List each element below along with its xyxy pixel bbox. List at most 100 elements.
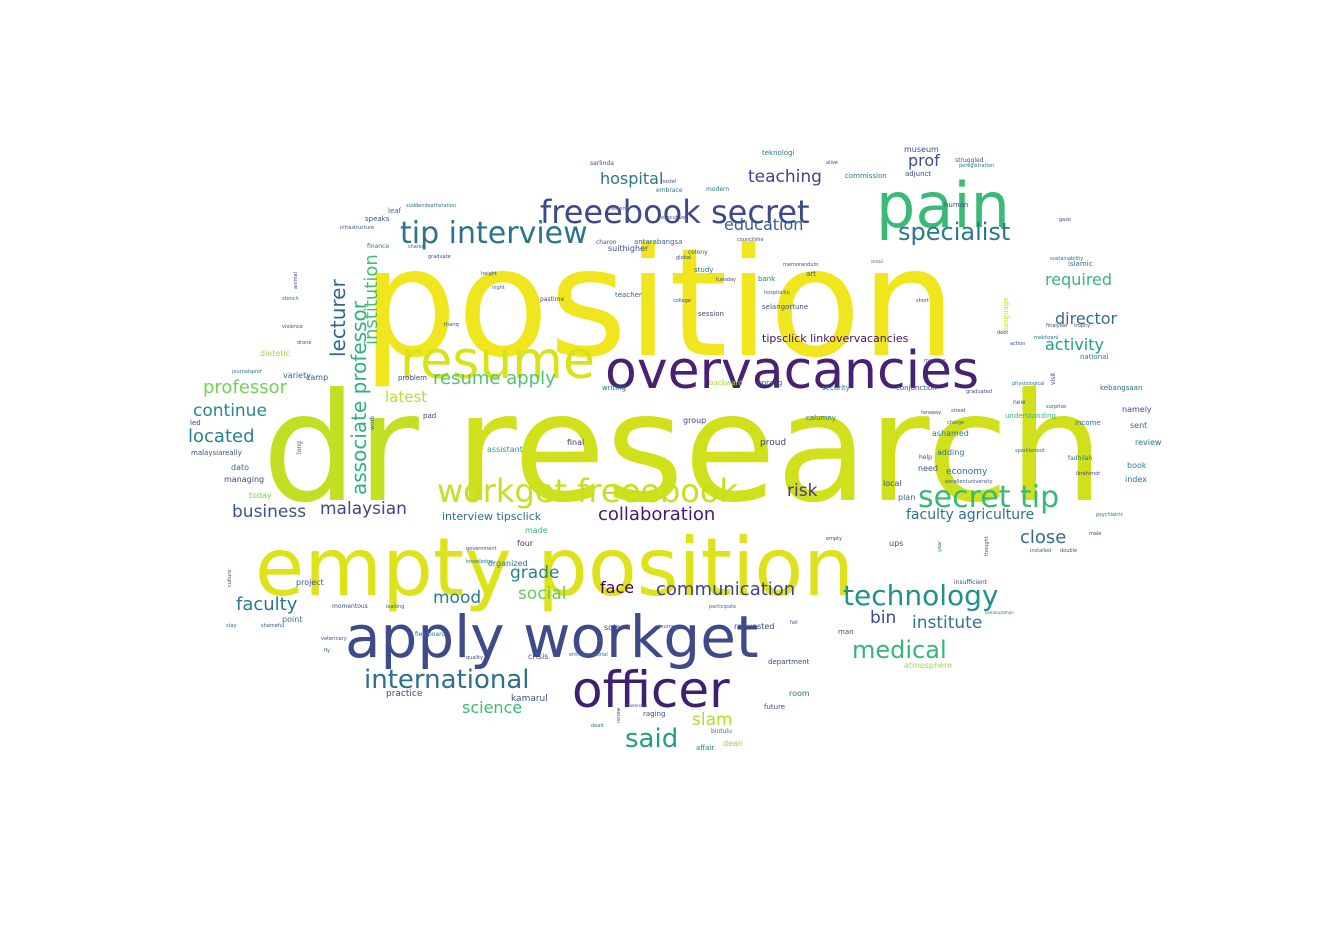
cloud-word: economy xyxy=(946,467,988,477)
cloud-word: institution xyxy=(361,254,382,345)
cloud-word: government xyxy=(466,546,497,552)
cloud-word: suddendeathstation xyxy=(406,203,456,209)
cloud-word: requested xyxy=(734,622,774,631)
cloud-word: male xyxy=(1089,531,1101,537)
cloud-word: variety xyxy=(283,371,311,380)
cloud-word: dato xyxy=(231,463,249,472)
cloud-word: graduate xyxy=(428,254,451,260)
cloud-word: continue xyxy=(193,401,267,421)
cloud-word: resume xyxy=(400,331,595,391)
cloud-word: hostel xyxy=(661,179,676,185)
cloud-word: adjunct xyxy=(905,170,931,178)
cloud-word: close xyxy=(1020,527,1066,548)
cloud-word: empty position xyxy=(255,521,854,614)
cloud-word: risk xyxy=(787,481,818,501)
cloud-word: faraway xyxy=(921,410,941,416)
cloud-word: short xyxy=(916,298,929,304)
cloud-word: shared xyxy=(408,244,425,250)
cloud-word: museum xyxy=(904,145,939,154)
cloud-word: installed xyxy=(1030,548,1051,554)
cloud-word: councilshe xyxy=(737,237,764,243)
cloud-word: year xyxy=(937,540,943,552)
cloud-word: latest xyxy=(385,388,427,406)
cloud-word: located xyxy=(188,426,255,447)
cloud-word: veterinary xyxy=(321,636,347,642)
cloud-word: embrace xyxy=(656,187,683,194)
cloud-word: leaf xyxy=(388,207,402,215)
cloud-word: machine xyxy=(924,358,946,364)
cloud-word: need xyxy=(918,464,938,473)
cloud-word: writing xyxy=(602,384,626,392)
cloud-word: double xyxy=(1060,548,1077,554)
cloud-word: international xyxy=(364,665,530,695)
cloud-word: overvacancies xyxy=(605,341,979,401)
cloud-word: commission xyxy=(845,172,887,180)
cloud-word: bin xyxy=(870,608,896,628)
cloud-word: infrastructure xyxy=(340,225,374,231)
cloud-word: security xyxy=(822,384,850,392)
cloud-word: debt xyxy=(997,330,1008,336)
cloud-word: finalyear xyxy=(1046,323,1069,329)
cloud-word: action xyxy=(1010,341,1025,347)
cloud-word: psychiatric xyxy=(1096,512,1124,518)
cloud-word: thariq xyxy=(444,322,459,328)
cloud-word: fail xyxy=(790,620,798,626)
cloud-word: director xyxy=(1055,309,1118,328)
cloud-word: room xyxy=(789,689,810,698)
cloud-word: drone xyxy=(297,340,311,346)
cloud-word: faculty xyxy=(236,594,298,615)
cloud-word: department xyxy=(768,658,810,666)
cloud-word: gaze xyxy=(1059,217,1071,223)
cloud-word: graduated xyxy=(966,389,992,395)
cloud-word: required xyxy=(1045,270,1112,289)
cloud-word: secret tip xyxy=(918,480,1059,515)
cloud-word: grade xyxy=(510,563,559,583)
cloud-word: leading xyxy=(386,604,404,610)
cloud-word: dietetic xyxy=(260,349,290,358)
cloud-word: sprang xyxy=(758,379,782,387)
cloud-word: associate professor xyxy=(347,300,371,495)
cloud-word: ashamed xyxy=(932,429,969,438)
cloud-word: practice xyxy=(386,689,423,699)
cloud-word: suithigher xyxy=(608,244,649,253)
cloud-word: workget freeebook xyxy=(437,472,738,510)
cloud-word: visit xyxy=(1050,372,1057,385)
cloud-word: kamarul xyxy=(511,694,548,704)
cloud-word: face xyxy=(600,578,634,597)
cloud-word: affair xyxy=(696,744,714,752)
cloud-word: memorandum xyxy=(783,262,819,268)
cloud-word: pain xyxy=(876,169,1010,242)
cloud-word: book xyxy=(1127,461,1147,470)
cloud-word: local xyxy=(883,479,902,488)
cloud-word: empty xyxy=(826,536,842,542)
cloud-word: national xyxy=(1080,353,1108,361)
cloud-word: apply workget xyxy=(345,603,759,671)
cloud-word: science xyxy=(462,698,522,717)
cloud-word: knowledge xyxy=(466,559,493,565)
cloud-word: education xyxy=(724,215,803,234)
cloud-word: new xyxy=(1013,399,1025,406)
cloud-word: plan xyxy=(898,493,915,502)
cloud-word: institute xyxy=(912,613,982,633)
cloud-word: group xyxy=(683,416,706,425)
cloud-word: communication xyxy=(656,579,795,600)
cloud-word: man xyxy=(838,628,854,636)
cloud-word: camp xyxy=(306,373,328,382)
cloud-word: dead xyxy=(591,723,604,729)
cloud-word: pastime xyxy=(540,296,564,303)
cloud-word: long xyxy=(296,441,303,454)
cloud-word: professor xyxy=(203,377,288,398)
cloud-word: today xyxy=(249,491,272,500)
cloud-word: islamic xyxy=(1068,260,1093,268)
cloud-word: selangortune xyxy=(762,303,808,311)
cloud-word: faculty agriculture xyxy=(906,507,1034,523)
cloud-word: mekhzani xyxy=(1034,335,1058,341)
cloud-word: led xyxy=(190,419,201,427)
cloud-word: backward xyxy=(709,379,743,387)
cloud-word: teknologi xyxy=(762,149,794,157)
cloud-word: problem xyxy=(398,374,427,382)
cloud-word: fieldboard xyxy=(415,631,445,638)
cloud-word: stay xyxy=(226,623,237,629)
cloud-word: activity xyxy=(1045,335,1104,354)
cloud-word: charge xyxy=(947,420,964,426)
